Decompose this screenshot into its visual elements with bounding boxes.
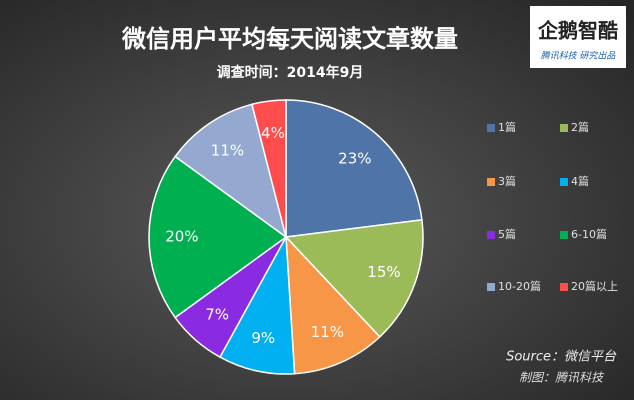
legend-label: 5篇 <box>498 227 516 241</box>
legend-swatch <box>487 283 495 291</box>
value-label: 4% <box>261 124 285 142</box>
logo-tagline: 腾讯科技 研究出品 <box>541 51 617 62</box>
value-label: 11% <box>211 141 244 159</box>
value-label: 7% <box>205 306 229 324</box>
legend-label: 10-20篇 <box>498 279 541 293</box>
value-label: 20% <box>165 228 198 246</box>
value-label: 9% <box>251 329 275 347</box>
pie-slice <box>251 99 287 238</box>
value-label: 23% <box>338 149 371 167</box>
legend-label: 6-10篇 <box>571 227 607 241</box>
legend-swatch <box>560 124 568 132</box>
logo: 企鹅智酷 腾讯科技 研究出品 <box>530 6 626 68</box>
legend-swatch <box>560 178 568 186</box>
pie-slice <box>284 218 424 338</box>
legend-swatch <box>560 283 568 291</box>
legend-label: 2篇 <box>571 120 589 134</box>
legend-label: 1篇 <box>498 120 516 134</box>
pie-slice <box>285 99 423 238</box>
chart-title: 微信用户平均每天阅读文章数量 <box>121 25 458 53</box>
source: Source：微信平台 <box>506 350 617 365</box>
value-label: 11% <box>311 323 344 341</box>
logo-name: 企鹅智酷 <box>537 19 618 43</box>
legend-swatch <box>487 178 495 186</box>
pie-slice <box>174 103 288 239</box>
legend-swatch <box>487 124 495 132</box>
legend-swatch <box>560 231 568 239</box>
pie-slice <box>148 155 288 319</box>
legend-label: 4篇 <box>571 174 589 188</box>
legend-label: 20篇以上 <box>571 279 618 293</box>
legend-swatch <box>487 231 495 239</box>
value-label: 15% <box>367 263 400 281</box>
legend-label: 3篇 <box>498 174 516 188</box>
chart-subtitle: 调查时间：2014年9月 <box>217 64 364 81</box>
logo-box <box>530 6 626 68</box>
pie-slice <box>285 234 381 375</box>
credit: 制图：腾讯科技 <box>519 371 605 385</box>
